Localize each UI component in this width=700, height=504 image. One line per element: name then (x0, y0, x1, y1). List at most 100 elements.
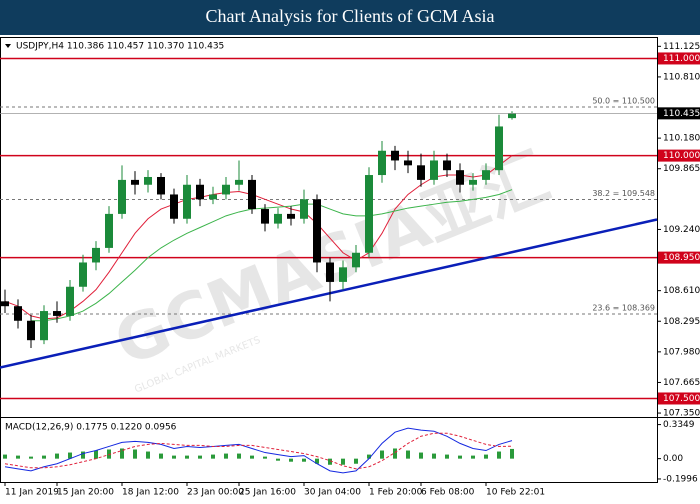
header: USDJPY,H4 110.386 110.457 110.370 110.43… (16, 42, 224, 52)
macd-bar (328, 458, 332, 465)
macd-bar (393, 448, 397, 459)
macd-bar (315, 458, 319, 464)
level-label: 107.500 (663, 394, 700, 404)
macd-bar (458, 455, 462, 459)
moving-average (31, 189, 513, 322)
x-tick-label: 6 Feb 08:00 (421, 488, 475, 498)
y-tick-label: 108.610 (663, 286, 700, 296)
candle-body (196, 184, 204, 200)
macd-bar (133, 449, 137, 459)
candle-body (352, 252, 360, 268)
macd-bar (406, 450, 410, 459)
watermark-text: GCMASIA亚汇 (105, 140, 559, 381)
current-price-label: 110.435 (663, 109, 700, 119)
level-tag (658, 392, 700, 405)
candle-body (313, 199, 321, 263)
level-label: 108.950 (663, 253, 700, 263)
candle-body (105, 213, 113, 248)
chart-title: Chart Analysis for Clients of GCM Asia (206, 6, 495, 26)
macd-bar (471, 455, 475, 459)
candle-body (378, 150, 386, 176)
macd-bar (419, 452, 423, 459)
macd-bar (263, 456, 267, 459)
plot-frame (0, 37, 658, 483)
macd-bar (302, 458, 306, 462)
macd-line (4, 432, 513, 470)
candle-body (235, 179, 243, 185)
candle-body (495, 126, 503, 171)
macd-y-tick-label: -0.1996 (663, 474, 698, 484)
level-label: 110.000 (663, 151, 700, 161)
candle-body (482, 170, 490, 180)
macd-bar (445, 454, 449, 459)
macd-bar (16, 455, 20, 459)
fibo-label: 50.0 = 110.500 (592, 97, 655, 106)
y-tick-label: 110.810 (663, 72, 700, 82)
header-icon (5, 44, 11, 48)
candle-body (170, 194, 178, 219)
macd-bar (68, 452, 72, 459)
moving-average (4, 155, 513, 320)
x-tick-label: 15 Jan 20:00 (57, 488, 114, 498)
fibo-label: 38.2 = 109.548 (592, 189, 655, 198)
candle-body (1, 301, 9, 307)
macd-bar (250, 455, 254, 459)
candle-body (391, 150, 399, 161)
candle-body (209, 194, 217, 200)
macd-bar (3, 454, 7, 459)
macd-bar (120, 448, 124, 459)
macd-bar (289, 458, 293, 462)
y-tick-label: 107.350 (663, 409, 700, 419)
macd-bar (341, 458, 345, 465)
candle-body (131, 179, 139, 185)
macd-bar (432, 453, 436, 459)
candle-body (53, 311, 61, 316)
macd-y-tick-label: 0.00 (663, 454, 683, 464)
level-tag (658, 52, 700, 65)
x-tick-label: 10 Feb 22:01 (486, 488, 545, 498)
x-tick-label: 18 Jan 12:00 (122, 488, 179, 498)
candle-body (417, 165, 425, 180)
macd-y-tick-label: 0.3349 (663, 420, 695, 430)
macd-bar (94, 450, 98, 459)
candle-body (326, 262, 334, 282)
macd-bar (484, 454, 488, 459)
candle-body (183, 184, 191, 219)
y-tick-label: 109.865 (663, 164, 700, 174)
x-tick-label: 11 Jan 2019 (5, 488, 59, 498)
y-tick-label: 107.665 (663, 378, 700, 388)
trendline (0, 218, 658, 369)
macd-bar (380, 450, 384, 459)
candle-body (365, 175, 373, 253)
macd-bar (510, 448, 514, 459)
candle-body (66, 286, 74, 316)
candle-body (79, 262, 87, 287)
macd-bar (211, 454, 215, 459)
candle-body (443, 160, 451, 171)
macd-bar (497, 451, 501, 459)
macd-bar (185, 455, 189, 459)
candle-body (248, 179, 256, 210)
current-price-tag (658, 107, 700, 120)
candle-body (430, 160, 438, 180)
fibo-label: 23.6 = 108.369 (592, 304, 655, 313)
macd-bar (237, 453, 241, 459)
y-tick-label: 109.240 (663, 225, 700, 235)
y-tick-label: 110.180 (663, 134, 700, 144)
level-label: 111.000 (663, 54, 700, 64)
candle-body (261, 209, 269, 224)
candle-body (287, 213, 295, 219)
x-tick-label: 30 Jan 04:00 (304, 488, 361, 498)
y-tick-label: 111.125 (663, 42, 700, 52)
candle-body (404, 160, 412, 166)
candle-body (157, 176, 165, 195)
candle-body (14, 306, 22, 321)
level-tag (658, 251, 700, 264)
macd-header: MACD(12,26,9) 0.1775 0.1220 0.0956 (5, 423, 177, 433)
x-tick-label: 25 Jan 16:00 (239, 488, 296, 498)
level-tag (658, 149, 700, 162)
candle-body (118, 179, 126, 214)
macd-line (4, 427, 513, 474)
candle-body (469, 179, 477, 185)
candle-body (222, 184, 230, 195)
